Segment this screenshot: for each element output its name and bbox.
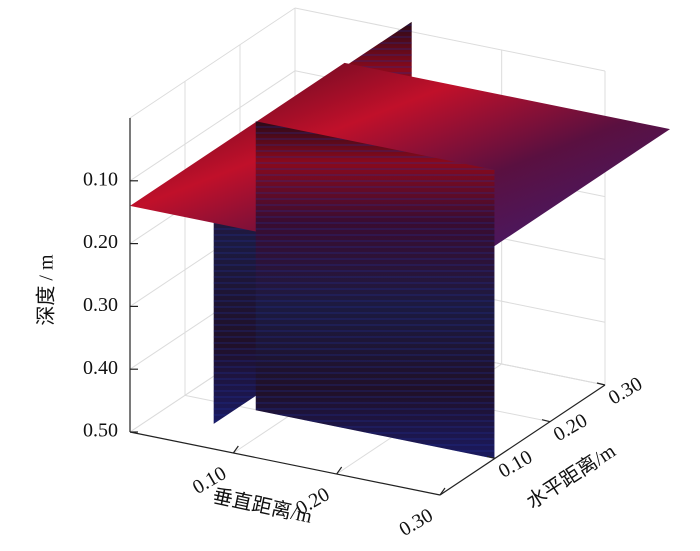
- box-edge: [294, 7, 606, 72]
- w-tick-label: 0.20: [550, 409, 591, 446]
- z-tick-label: 0.20: [83, 231, 118, 253]
- z-tick-label: 0.40: [83, 357, 118, 379]
- w-tick-label: 0.10: [495, 446, 536, 483]
- box-edge: [129, 7, 296, 119]
- grid-line: [129, 70, 296, 182]
- z-tick-label: 0.50: [83, 420, 118, 442]
- tick: [336, 466, 343, 475]
- z-tick-label: 0.10: [83, 168, 118, 190]
- tick: [439, 487, 446, 496]
- u-axis-label: 垂直距离/m: [211, 484, 315, 528]
- z-tick-label: 0.30: [83, 294, 118, 316]
- tick: [541, 419, 551, 423]
- slice-texture: [255, 121, 495, 459]
- u-axis: [129, 431, 441, 496]
- u-tick-label: 0.30: [395, 504, 436, 541]
- z-axis-label: 深度 / m: [35, 254, 58, 326]
- tick: [232, 445, 239, 454]
- w-tick-label: 0.30: [605, 373, 646, 410]
- tick: [486, 455, 496, 459]
- w-axis: [439, 384, 606, 496]
- w-axis-label: 水平距离/m: [522, 439, 620, 514]
- tick: [596, 382, 606, 386]
